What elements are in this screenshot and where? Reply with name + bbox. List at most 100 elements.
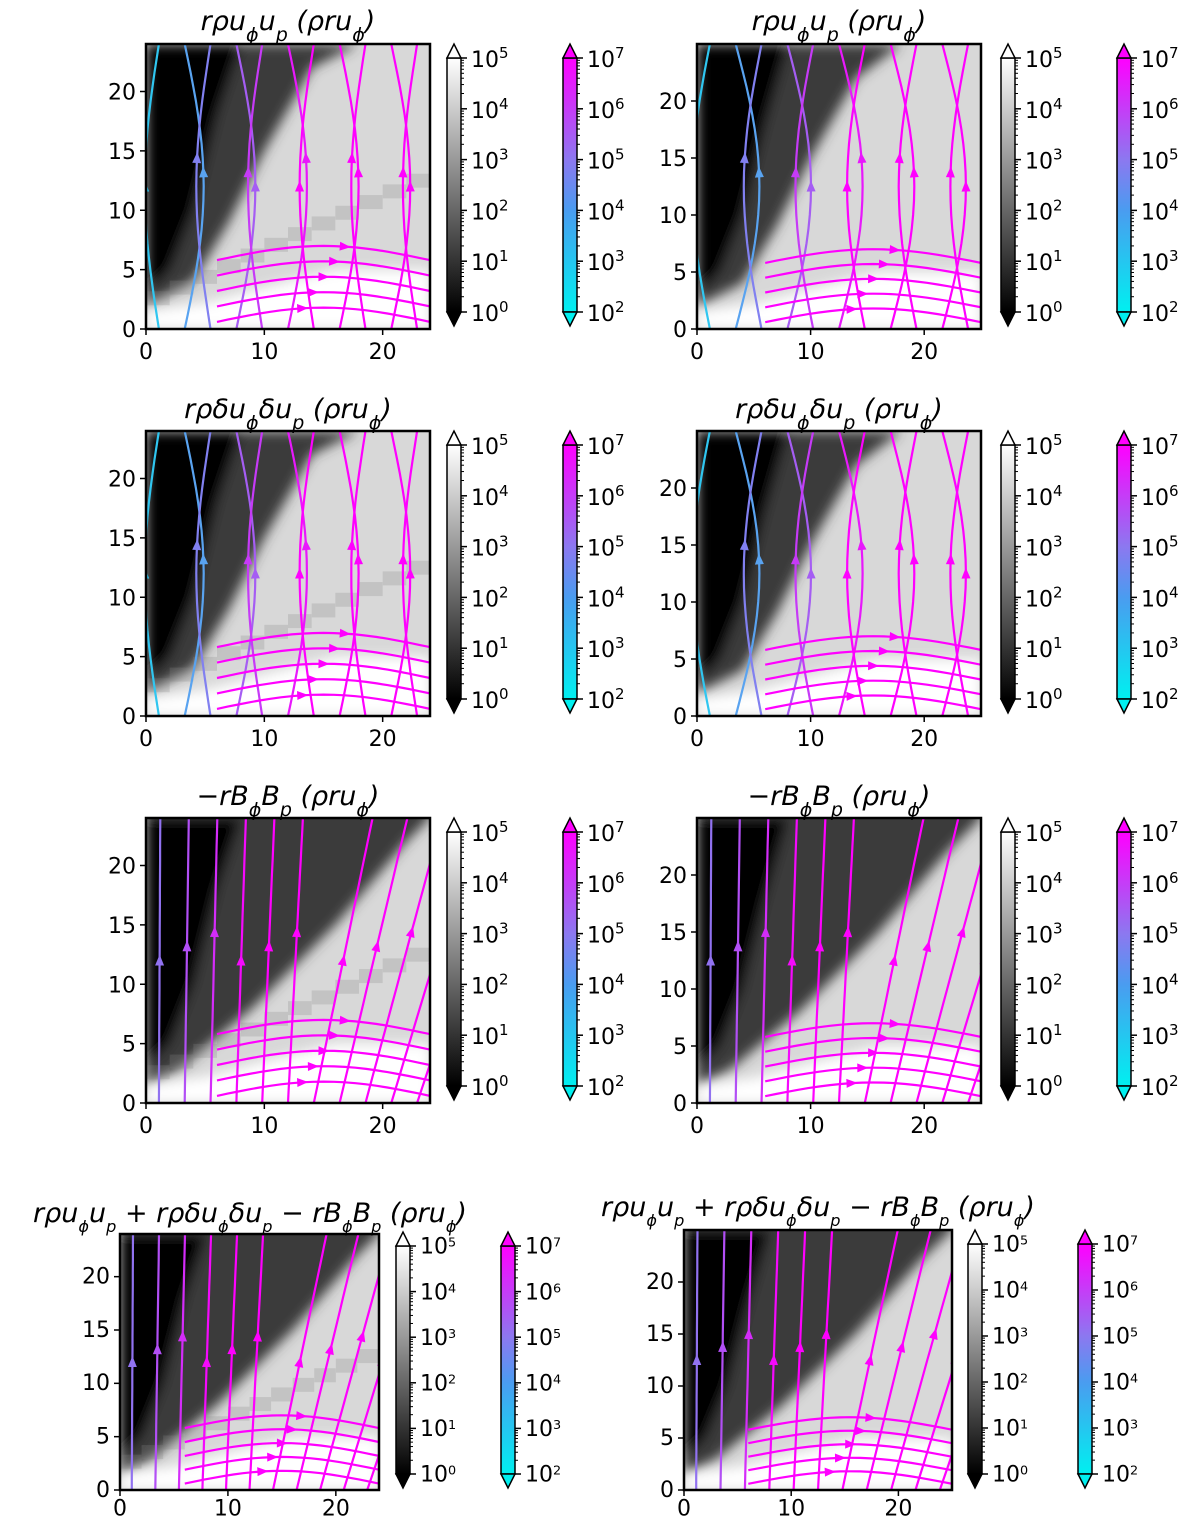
colorbar-label: 100 — [471, 685, 509, 714]
stream-arrow — [209, 926, 219, 938]
axes-frame — [695, 429, 983, 718]
streamline — [837, 818, 855, 1103]
colorbar-label: 100 — [1025, 685, 1063, 714]
stream-arrow — [347, 152, 357, 164]
streamlines — [692, 1230, 952, 1490]
stream-arrow — [405, 926, 415, 938]
stream-arrow — [292, 926, 302, 938]
colorbar-extend-top — [966, 1228, 984, 1245]
stream-arrow — [961, 180, 971, 192]
cell — [335, 1358, 358, 1373]
y-tick-label: 0 — [122, 705, 136, 730]
colorbar-label: 105 — [587, 146, 625, 175]
cell — [335, 592, 359, 607]
streamline — [697, 431, 711, 716]
colorbar-extend-bottom — [445, 311, 463, 328]
streamline — [764, 694, 981, 711]
stream-arrow — [878, 259, 890, 269]
stream-arrow — [286, 1424, 298, 1434]
panel-title: rρuϕup + rρδuϕδup − rBϕBp (ρruϕ) — [601, 1192, 1035, 1230]
colorbar-body — [1077, 1243, 1093, 1475]
stream-arrow — [252, 1330, 262, 1342]
y-tick-label: 5 — [673, 648, 687, 673]
colorbar-label: 105 — [1025, 431, 1063, 460]
colorbar-label: 102 — [1102, 1463, 1138, 1488]
streamline — [764, 292, 981, 309]
cell — [359, 195, 383, 210]
streamline — [734, 44, 761, 329]
disk-region — [146, 1043, 430, 1103]
x-tick-label: 10 — [250, 1114, 278, 1139]
colorbar-label: 105 — [587, 920, 625, 949]
streamline — [743, 1230, 753, 1490]
colorbar-label: 104 — [471, 869, 509, 898]
stream-colorbar: 102 103 104 105 106 107 — [561, 429, 625, 715]
streamlines — [146, 431, 430, 716]
stream-arrow — [739, 539, 749, 551]
cell — [193, 656, 217, 671]
colorbar-body — [395, 1245, 411, 1475]
streamline — [416, 1060, 430, 1103]
colorbar-label: 100 — [471, 298, 509, 327]
streamline — [390, 970, 430, 1103]
streamline — [216, 631, 430, 649]
stream-arrow — [199, 166, 209, 178]
colorbar-extend-bottom — [561, 311, 579, 328]
cell — [169, 280, 194, 295]
axes-frame — [695, 42, 983, 331]
stream-arrow — [339, 241, 351, 251]
stream-arrow — [307, 674, 319, 684]
stream-colorbar: 102 103 104 105 106 107 — [561, 816, 625, 1102]
stream-arrow — [790, 553, 800, 565]
streamline — [764, 649, 981, 666]
colorbar-label: 105 — [1025, 44, 1063, 73]
cell — [406, 947, 430, 962]
cell — [406, 173, 430, 188]
stream-arrow — [354, 553, 364, 565]
stream-arrow — [318, 272, 330, 282]
cell — [311, 216, 336, 231]
stream-arrow — [243, 166, 253, 178]
colorbar-label: 102 — [420, 1371, 456, 1396]
colorbar-extend-top — [1115, 429, 1133, 446]
streamlines — [146, 44, 430, 329]
streamline — [816, 1230, 834, 1490]
stream-arrow — [328, 643, 341, 653]
stream-colorbar: 102 103 104 105 106 107 — [1076, 1228, 1138, 1490]
axes-frame — [695, 816, 983, 1105]
stream-arrow — [889, 245, 901, 255]
colorbar-extend-bottom — [1115, 698, 1133, 715]
stream-arrow — [325, 1343, 334, 1356]
stream-arrow — [894, 152, 904, 164]
colorbar-extend-top — [499, 1230, 517, 1247]
y-tick-label: 10 — [82, 1371, 110, 1396]
x-tick-label: 20 — [322, 1497, 350, 1522]
stream-arrow — [842, 180, 852, 192]
colorbar-label: 101 — [992, 1417, 1028, 1442]
stream-arrow — [834, 1453, 846, 1463]
stream-arrow — [296, 1078, 309, 1088]
stream-arrow — [347, 539, 357, 551]
colorbar-body — [1000, 444, 1016, 700]
streamline — [889, 818, 960, 1103]
colorbar-body — [500, 1245, 516, 1475]
stream-arrow — [857, 1063, 869, 1073]
colorbar-extend-top — [394, 1230, 412, 1247]
panel-title: rρuϕup (ρruϕ) — [201, 6, 376, 46]
y-tick-label: 15 — [659, 534, 687, 559]
streamline — [183, 818, 190, 1103]
stream-arrow — [795, 1341, 805, 1353]
wedge-core — [146, 44, 241, 294]
cell — [271, 1387, 293, 1402]
colorbar-extend-bottom — [1076, 1473, 1094, 1490]
gray-colorbar: 100 101 102 103 104 105 — [999, 816, 1063, 1102]
x-tick-label: 20 — [884, 1497, 912, 1522]
stream-arrow — [790, 166, 800, 178]
axes-frame — [144, 429, 432, 718]
colorbar-label: 104 — [992, 1279, 1028, 1304]
x-tick-label: 10 — [797, 1114, 825, 1139]
y-tick-label: 10 — [659, 204, 687, 229]
streamline — [760, 818, 770, 1103]
